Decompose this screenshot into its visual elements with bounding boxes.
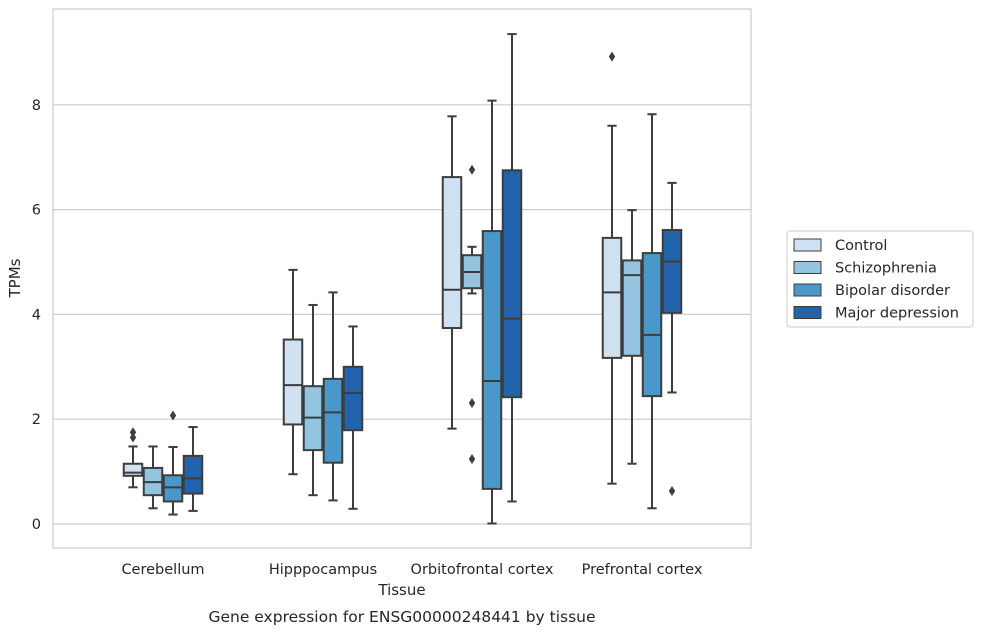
legend-items: Control Schizophrenia Bipolar disorder Majo… — [793, 238, 959, 322]
legend-swatch — [793, 283, 822, 297]
box-body — [601, 236, 623, 359]
x-axis-label: Tissue — [377, 581, 425, 599]
box-body — [481, 230, 503, 490]
legend-label: Schizophrenia — [835, 261, 937, 277]
box-body — [641, 252, 663, 398]
legend-frame — [786, 230, 974, 328]
box-body — [621, 259, 643, 357]
box-0-3 — [601, 51, 623, 485]
outlier-point — [468, 454, 476, 465]
chart-caption: Gene expression for ENSG00000248441 by t… — [208, 608, 595, 626]
box-body — [441, 176, 463, 330]
x-tick-label: Prefrontal cortex — [582, 562, 703, 578]
outlier-point — [608, 51, 616, 62]
outlier-point — [129, 432, 137, 443]
y-tick-label: 0 — [32, 517, 41, 533]
box-body — [182, 454, 204, 495]
box-body — [342, 365, 364, 432]
box-1-1 — [302, 303, 324, 497]
box-0-1 — [282, 268, 304, 476]
box-3-1 — [342, 325, 364, 510]
legend-label: Major depression — [835, 306, 959, 322]
box-2-2 — [481, 99, 503, 525]
legend: Control Schizophrenia Bipolar disorder Majo… — [786, 230, 974, 328]
y-tick-label: 8 — [32, 98, 41, 114]
legend-label: Bipolar disorder — [835, 283, 950, 299]
box-3-2 — [501, 33, 523, 503]
box-0-0 — [122, 427, 144, 489]
y-tick-labels: 0 2 4 6 8 — [32, 98, 41, 533]
x-tick-label: Orbitofrontal cortex — [411, 562, 554, 578]
box-body — [282, 338, 304, 426]
box-body — [661, 229, 683, 314]
y-axis-label: TPMs — [6, 258, 24, 298]
box-body — [162, 474, 184, 503]
legend-label: Control — [835, 238, 887, 254]
box-body — [122, 462, 144, 477]
box-3-3 — [661, 181, 683, 496]
box-body — [501, 169, 523, 399]
outlier-point — [129, 427, 137, 438]
box-1-3 — [621, 209, 643, 465]
outlier-point — [468, 397, 476, 408]
box-0-2 — [441, 115, 463, 430]
box-2-0 — [162, 410, 184, 516]
box-body — [322, 377, 344, 464]
box-1-2 — [461, 164, 483, 465]
boxes — [122, 33, 683, 525]
x-tick-label: Cerebellum — [121, 562, 204, 578]
x-tick-label: Hipppocampus — [269, 562, 377, 578]
outlier-point — [468, 164, 476, 175]
y-tick-label: 2 — [32, 412, 41, 428]
y-gridlines — [53, 104, 751, 525]
y-tick-label: 6 — [32, 203, 41, 219]
outlier-point — [668, 485, 676, 496]
box-2-3 — [641, 113, 663, 510]
y-tick-label: 4 — [32, 307, 41, 323]
legend-swatch — [793, 306, 822, 319]
outlier-point — [169, 410, 177, 421]
box-2-1 — [322, 291, 344, 502]
x-tick-labels: Cerebellum Hipppocampus Orbitofrontal cort… — [121, 562, 702, 578]
box-3-0 — [182, 426, 204, 512]
box-1-0 — [142, 445, 164, 510]
legend-swatch — [793, 238, 822, 252]
legend-swatch — [793, 261, 822, 274]
